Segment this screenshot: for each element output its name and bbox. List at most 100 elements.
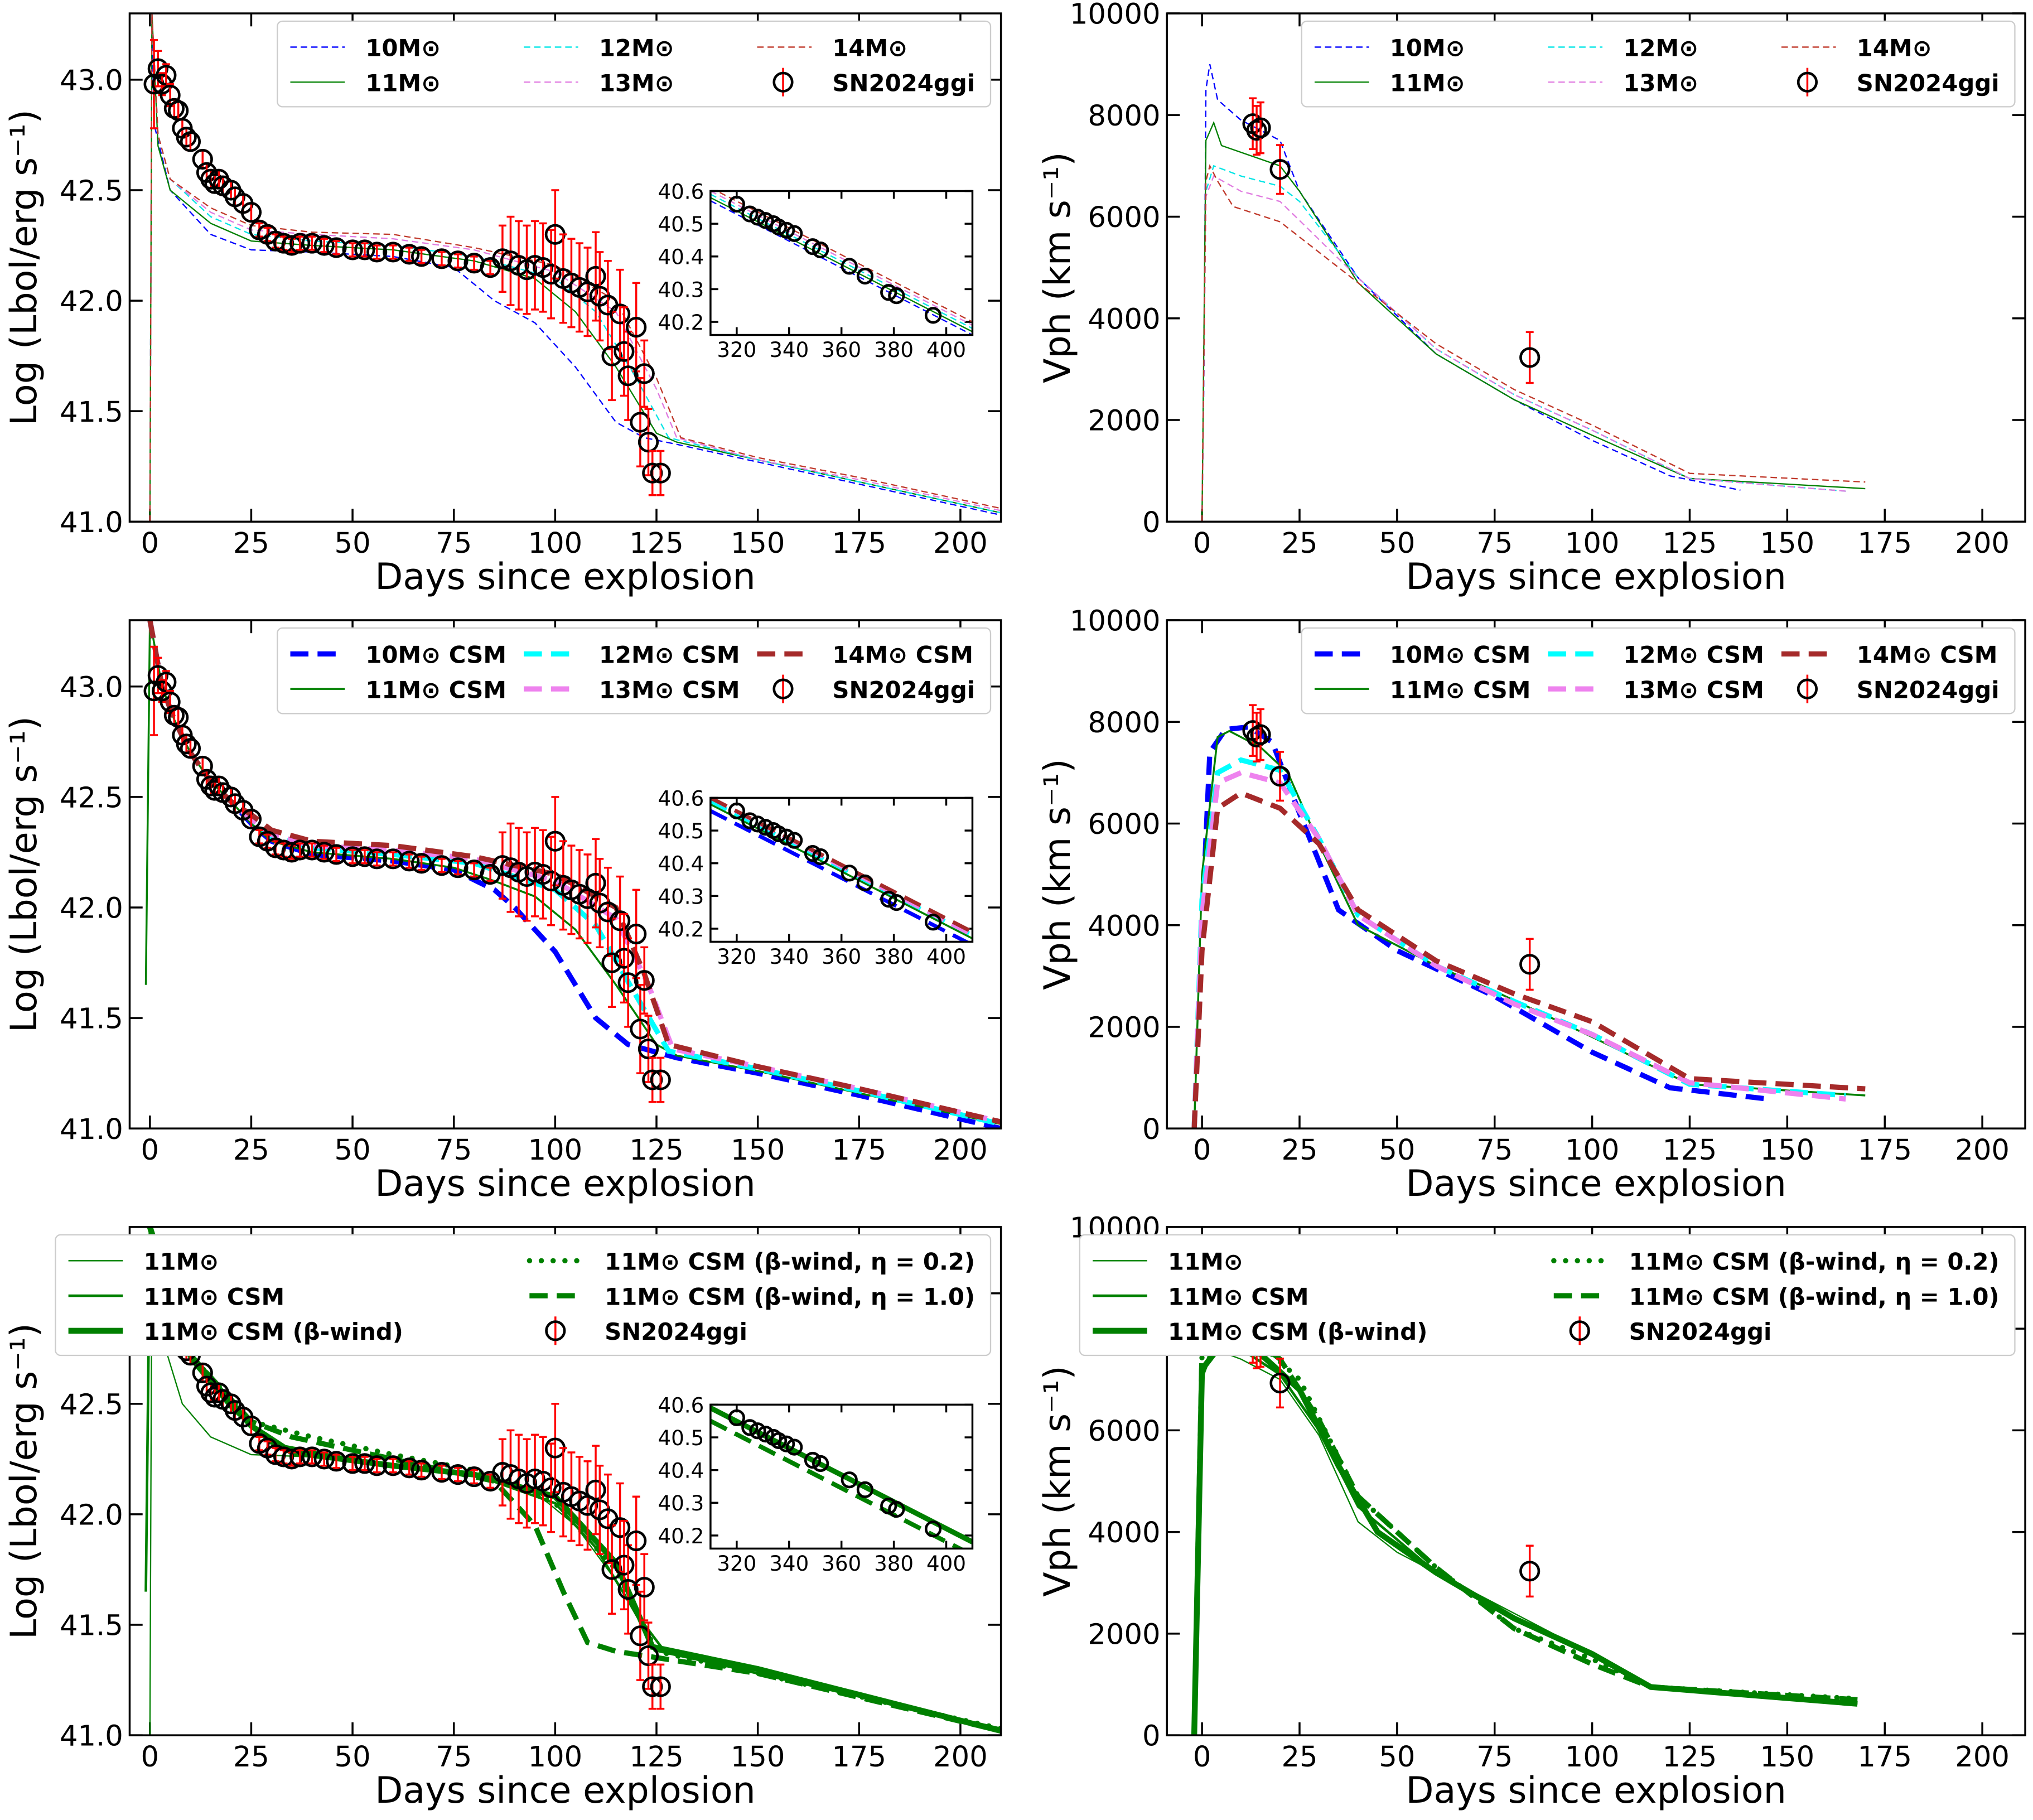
y-tick-label: 40.3: [658, 1491, 704, 1515]
x-tick-label: 200: [1955, 1741, 2010, 1774]
data-point: [650, 462, 671, 484]
x-tick-label: 0: [141, 527, 160, 560]
data-point: [888, 287, 905, 305]
legend: 10M⊙ CSM 11M⊙ CSM 12M⊙ CSM 13M⊙ CSM 14M⊙ CSM…: [277, 627, 992, 715]
data-point: [1519, 954, 1541, 975]
data-point: [301, 839, 323, 861]
y-tick-label: 43.0: [60, 671, 123, 704]
x-tick-label: 340: [769, 944, 809, 969]
legend-frame: [277, 627, 992, 715]
x-tick-label: 100: [1565, 1741, 1620, 1774]
legend-label: 11M⊙: [1168, 1248, 1243, 1276]
x-tick-label: 125: [1663, 527, 1717, 560]
x-tick-label: 175: [1857, 1134, 1912, 1167]
data-point: [192, 1362, 213, 1383]
plot-area: [710, 798, 973, 942]
data-point: [812, 848, 829, 866]
data-point: [778, 828, 795, 846]
data-point: [585, 872, 606, 894]
legend-label: 11M⊙ CSM: [1390, 676, 1531, 703]
data-point: [289, 1446, 311, 1467]
data-point: [447, 857, 469, 878]
data-point: [354, 1453, 375, 1474]
plot-area: [143, 13, 1001, 522]
data-point: [812, 1455, 829, 1473]
x-tick-label: 25: [1281, 1134, 1317, 1167]
y-tick-label: 40.3: [658, 884, 704, 909]
data-point: [240, 808, 262, 830]
data-point: [770, 1432, 788, 1449]
legend: 10M⊙ 11M⊙ 12M⊙ 13M⊙ 14M⊙ SN2024ggi: [277, 20, 992, 108]
data-point: [399, 1457, 420, 1479]
x-tick-label: 100: [1565, 1134, 1620, 1167]
model-line: [710, 1407, 973, 1543]
data-point: [610, 910, 631, 931]
legend-label: 14M⊙ CSM: [832, 641, 973, 669]
data-point: [617, 365, 639, 387]
x-tick-label: 0: [141, 1741, 160, 1774]
x-tick-label: 50: [335, 1741, 371, 1774]
legend-label: 11M⊙: [365, 70, 441, 97]
y-tick-label: 40.2: [658, 310, 704, 335]
legend-label: 11M⊙ CSM: [365, 676, 506, 703]
data-point: [804, 1451, 822, 1469]
data-point: [313, 1449, 335, 1470]
y-tick-label: 40.6: [658, 1393, 704, 1417]
x-tick-label: 75: [436, 1741, 472, 1774]
data-point: [1519, 347, 1541, 368]
data-point: [770, 825, 788, 843]
x-tick-label: 200: [1955, 1134, 2010, 1167]
x-tick-label: 380: [874, 337, 914, 362]
data-point: [585, 265, 606, 287]
legend-label: 11M⊙ CSM (β-wind): [143, 1318, 403, 1345]
data-point: [786, 832, 803, 849]
y-tick-label: 6000: [1088, 1415, 1160, 1448]
data-point: [749, 209, 766, 226]
x-axis-label: Days since explosion: [375, 1163, 755, 1205]
model-line: [147, 620, 1001, 1127]
data-point: [728, 1409, 745, 1426]
data-point: [431, 1462, 452, 1483]
data-point: [614, 948, 635, 969]
model-line: [1201, 164, 1866, 522]
legend-label: SN2024ggi: [605, 1318, 747, 1345]
y-tick-label: 42.5: [60, 1388, 123, 1421]
data-point: [749, 815, 766, 833]
x-tick-label: 75: [1476, 1741, 1513, 1774]
legend-label: 11M⊙ CSM (β-wind, η = 0.2): [605, 1248, 975, 1276]
legend-label: 14M⊙ CSM: [1857, 641, 1998, 669]
legend: 10M⊙ CSM 11M⊙ CSM 12M⊙ CSM 13M⊙ CSM 14M⊙ CSM…: [1301, 627, 2016, 715]
x-tick-label: 400: [926, 944, 966, 969]
legend-label: SN2024ggi: [1857, 70, 2000, 97]
data-point: [540, 870, 562, 892]
panel: 0 25 50 75 100 125 150 175 200 41.0 41.5 42.0 42.5 43…: [60, 12, 1002, 560]
data-point: [841, 258, 858, 275]
data-point: [1519, 1561, 1541, 1582]
data-point: [411, 853, 432, 874]
x-axis-label: Days since explosion: [375, 1770, 755, 1812]
data-point: [812, 241, 829, 259]
legend-label: SN2024ggi: [1857, 676, 2000, 703]
data-point: [326, 844, 347, 865]
data-point: [180, 131, 201, 152]
data-point: [156, 65, 177, 86]
data-point: [626, 1530, 647, 1552]
legend-label: SN2024ggi: [832, 70, 975, 97]
legend: 10M⊙ 11M⊙ 12M⊙ 13M⊙ 14M⊙ SN2024ggi: [1301, 20, 2016, 108]
data-point: [383, 1455, 404, 1476]
plot-area: [710, 191, 973, 335]
x-tick-label: 340: [769, 1551, 809, 1576]
x-axis-label: Days since explosion: [1406, 556, 1786, 598]
x-tick-label: 380: [874, 944, 914, 969]
x-tick-label: 50: [335, 527, 371, 560]
x-tick-label: 100: [1565, 527, 1620, 560]
y-tick-label: 10000: [1070, 605, 1161, 638]
data-point: [354, 846, 375, 867]
data-point: [786, 1438, 803, 1456]
model-line: [710, 809, 970, 942]
y-tick-label: 2000: [1088, 405, 1160, 438]
y-tick-label: 42.5: [60, 175, 123, 208]
model-line: [149, 13, 1001, 522]
data-point: [313, 842, 335, 863]
